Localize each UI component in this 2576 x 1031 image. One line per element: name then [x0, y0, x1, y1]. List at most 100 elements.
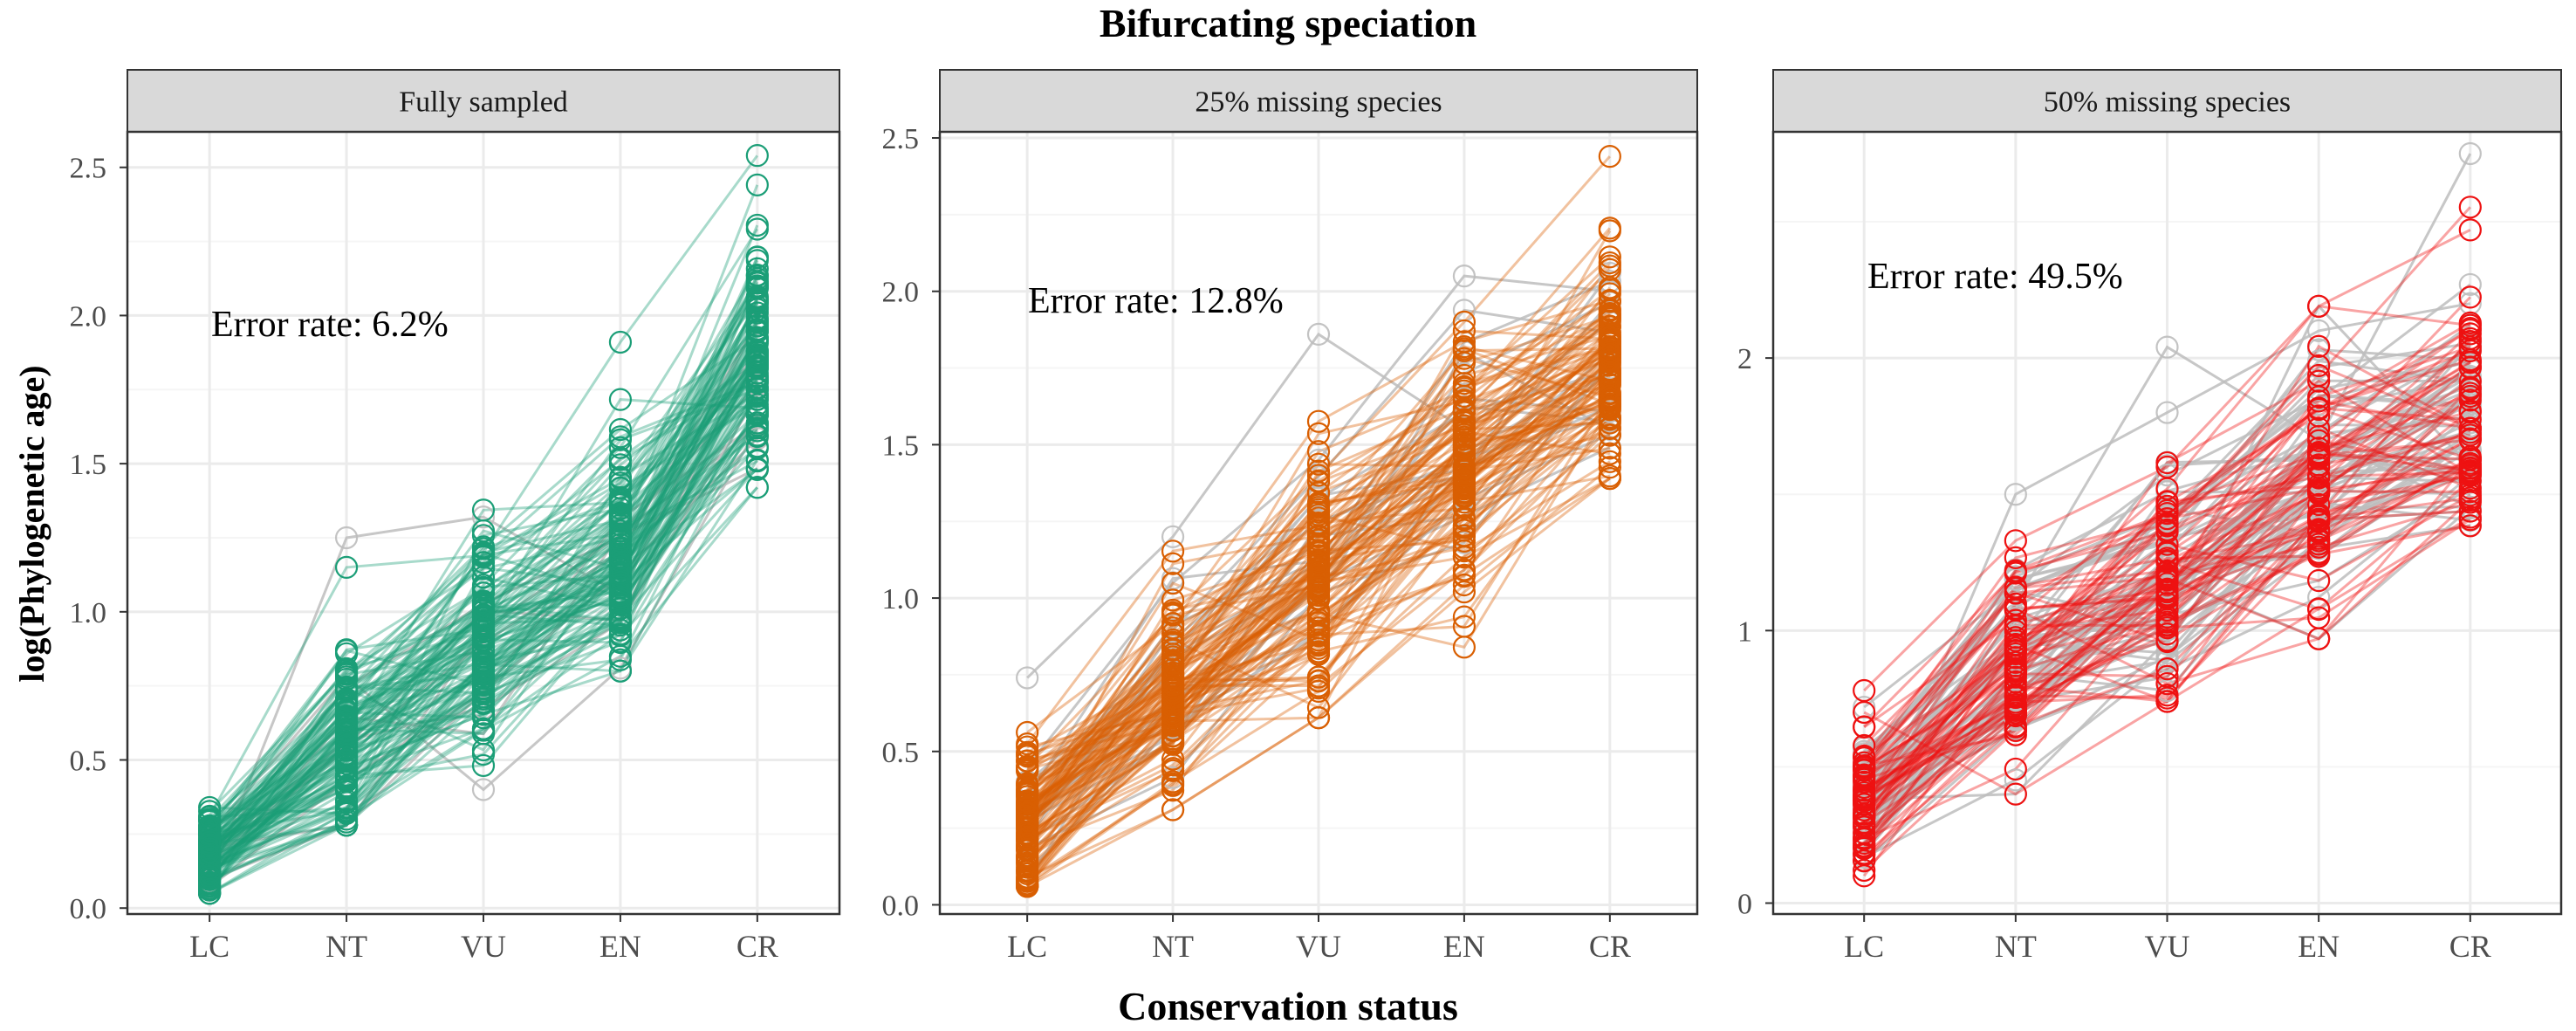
series-line-57 — [1026, 352, 1611, 805]
series-line-121 — [208, 285, 759, 817]
panel-border — [1771, 130, 2563, 916]
data-point — [608, 510, 633, 533]
data-point — [1598, 423, 1621, 447]
data-point — [1452, 573, 1476, 597]
data-point — [1306, 665, 1331, 689]
data-point — [2155, 490, 2179, 514]
data-point — [1598, 396, 1621, 420]
data-point — [334, 526, 359, 550]
data-point — [1853, 733, 1876, 758]
series-line-49 — [209, 398, 758, 856]
facet-strip — [939, 69, 1698, 133]
data-point — [1853, 821, 1876, 845]
data-point — [198, 800, 222, 823]
facet-2: 25% missing species 0.0 0.5 1.0 1.5 2.0 2.5 LC N… — [882, 69, 1699, 964]
data-point — [471, 556, 496, 580]
y-tick-label: 1.0 — [70, 597, 107, 629]
series-line-109 — [1863, 510, 2470, 856]
x-tick-label-lc: LC — [1844, 929, 1884, 964]
series-line-43 — [1863, 437, 2471, 810]
data-point — [2155, 335, 2179, 359]
data-point — [1306, 480, 1331, 505]
data-point — [334, 814, 359, 837]
data-point — [334, 752, 359, 775]
data-point — [2307, 518, 2331, 541]
data-point — [2307, 445, 2331, 469]
data-point — [2004, 677, 2027, 702]
data-point — [1306, 567, 1331, 591]
data-point — [608, 596, 633, 621]
data-point — [608, 330, 633, 354]
data-point — [471, 665, 496, 689]
data-point — [471, 574, 496, 597]
series-line-73 — [209, 354, 758, 813]
data-point — [1016, 862, 1039, 886]
data-point — [2004, 634, 2027, 657]
data-point — [608, 436, 633, 459]
data-point — [1016, 818, 1039, 842]
data-point — [2155, 690, 2179, 713]
data-point — [2307, 482, 2331, 505]
data-point — [2307, 510, 2331, 534]
data-point — [2155, 463, 2179, 487]
data-point — [1853, 700, 1876, 725]
data-point — [608, 546, 633, 570]
series-line-109 — [1026, 417, 1611, 809]
x-tick-label-cr: CR — [1589, 929, 1631, 964]
data-point — [2458, 514, 2482, 538]
data-point — [1016, 749, 1039, 773]
data-point — [1161, 798, 1185, 821]
data-point — [1853, 802, 1876, 826]
data-point — [2458, 477, 2482, 500]
data-point — [2004, 696, 2027, 719]
data-point — [608, 659, 633, 683]
data-point — [1853, 815, 1876, 839]
data-point — [2155, 520, 2179, 544]
data-point — [2458, 381, 2482, 405]
data-point — [1161, 611, 1185, 636]
data-point — [745, 476, 769, 499]
data-point — [1016, 666, 1039, 690]
data-point — [745, 457, 769, 481]
data-point — [1161, 686, 1185, 710]
data-point — [334, 718, 359, 743]
series-line-75 — [1026, 416, 1612, 882]
data-point — [2004, 660, 2027, 684]
data-point — [2458, 375, 2482, 399]
x-tick-label-vu: VU — [461, 929, 506, 964]
data-point — [471, 658, 496, 683]
data-point — [1452, 481, 1476, 505]
data-point — [745, 355, 769, 379]
x-tick-label-lc: LC — [189, 929, 230, 964]
data-point — [608, 622, 633, 646]
data-point — [2004, 701, 2027, 725]
series-line-120 — [1863, 153, 2472, 781]
data-point — [1306, 506, 1331, 530]
data-point — [334, 688, 359, 711]
data-point — [1161, 601, 1185, 625]
series-line-88 — [1863, 409, 2471, 840]
data-point — [1452, 605, 1476, 629]
data-point — [334, 808, 359, 831]
data-point — [1853, 849, 1876, 872]
y-tick-label: 2.0 — [70, 300, 107, 333]
data-point — [2155, 455, 2179, 479]
data-point — [745, 411, 769, 435]
data-point — [1598, 342, 1621, 366]
error-rate-annotation: Error rate: 12.8% — [1028, 281, 1284, 321]
data-point — [1016, 801, 1039, 825]
series-line-14 — [208, 302, 759, 895]
series-line-88 — [209, 228, 759, 839]
y-tick-label: 2.5 — [70, 153, 107, 185]
data-point — [2004, 646, 2027, 670]
data-point — [1598, 442, 1621, 465]
data-point — [608, 561, 633, 585]
series-line-35 — [1026, 405, 1611, 825]
data-point — [2458, 469, 2482, 492]
facet-strip — [1772, 69, 2562, 133]
data-point — [1306, 452, 1331, 476]
data-point — [1306, 440, 1331, 464]
data-point — [608, 585, 633, 608]
data-point — [1306, 610, 1331, 635]
data-point — [471, 604, 496, 628]
